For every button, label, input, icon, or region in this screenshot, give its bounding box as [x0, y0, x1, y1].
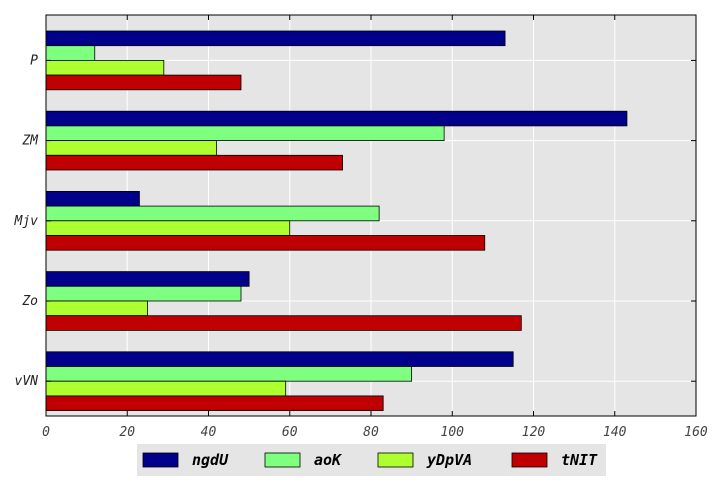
- legend-swatch-yDpVA: [378, 453, 413, 467]
- x-tick-label: 140: [603, 425, 627, 440]
- legend-swatch-ngdU: [143, 453, 178, 467]
- legend-swatch-aoK: [265, 453, 300, 467]
- bar-tNIT-vVN: [46, 396, 383, 411]
- legend-label-tNIT: tNIT: [561, 451, 598, 469]
- legend: ngdU aoK yDpVA tNIT: [137, 444, 606, 476]
- y-category-label: Zo: [21, 294, 38, 309]
- x-tick-label: 20: [119, 425, 135, 440]
- bar-ngdU-vVN: [46, 352, 513, 367]
- y-category-label: Mjv: [14, 214, 39, 229]
- legend-label-yDpVA: yDpVA: [426, 451, 472, 469]
- bar-yDpVA-Mjv: [46, 221, 290, 236]
- bar-aoK-Mjv: [46, 206, 379, 221]
- bar-aoK-P: [46, 46, 95, 61]
- x-tick-label: 100: [441, 425, 465, 440]
- legend-label-ngdU: ngdU: [192, 451, 229, 469]
- y-category-label: ZM: [21, 134, 39, 149]
- bar-aoK-Zo: [46, 286, 241, 301]
- bar-ngdU-Mjv: [46, 191, 139, 206]
- x-tick-label: 40: [201, 425, 217, 440]
- bar-tNIT-P: [46, 75, 241, 90]
- x-tick-label: 80: [363, 425, 379, 440]
- legend-label-aoK: aoK: [314, 451, 343, 469]
- bar-tNIT-ZM: [46, 155, 343, 170]
- x-tick-label: 0: [42, 425, 50, 440]
- legend-swatch-tNIT: [512, 453, 547, 467]
- bar-tNIT-Mjv: [46, 236, 485, 251]
- bar-yDpVA-Zo: [46, 301, 148, 316]
- bar-yDpVA-P: [46, 60, 164, 75]
- y-category-labels: P ZM Mjv Zo vVN: [14, 53, 40, 389]
- bar-aoK-vVN: [46, 367, 412, 382]
- bar-yDpVA-ZM: [46, 141, 217, 156]
- bar-yDpVA-vVN: [46, 381, 286, 396]
- bar-ngdU-P: [46, 31, 505, 46]
- y-category-label: P: [30, 53, 38, 68]
- bar-aoK-ZM: [46, 126, 444, 141]
- x-tick-label: 60: [282, 425, 298, 440]
- y-category-label: vVN: [15, 374, 39, 389]
- bar-ngdU-ZM: [46, 111, 627, 126]
- bar-ngdU-Zo: [46, 272, 249, 287]
- x-tick-label: 120: [522, 425, 546, 440]
- x-tick-label: 160: [684, 425, 708, 440]
- x-tick-labels: 0 20 40 60 80 100 120 140 160: [42, 425, 708, 440]
- bar-tNIT-Zo: [46, 316, 521, 331]
